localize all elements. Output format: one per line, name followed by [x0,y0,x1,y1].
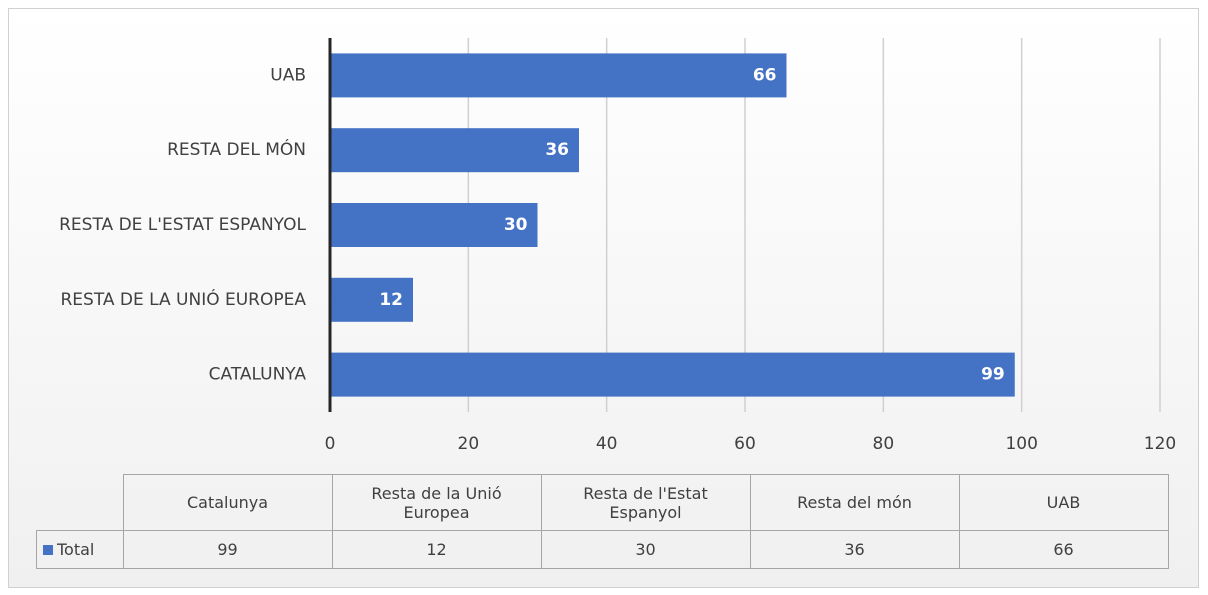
table-value: 99 [122,530,333,569]
table-corner [36,474,124,531]
legend-label: Total [57,540,95,559]
y-tick-label: UAB [270,65,306,85]
data-label: 66 [753,65,777,85]
table-value: 66 [958,530,1169,569]
table-value: 30 [540,530,751,569]
x-tick-label: 60 [734,434,756,454]
data-table: Catalunya Resta de la Unió Europea Resta d… [36,474,1169,569]
bar [330,53,787,98]
y-tick-label: RESTA DEL MÓN [167,138,306,160]
bar [330,203,538,247]
y-tick-label: RESTA DE LA UNIÓ EUROPEA [60,288,306,310]
data-label: 12 [379,290,403,310]
table-value: 12 [331,530,542,569]
data-label: 36 [545,140,569,160]
data-label: 30 [504,215,528,235]
x-tick-label: 20 [458,434,480,454]
table-header: UAB [958,474,1169,531]
legend-cell: Total [36,530,124,569]
bar [330,352,1015,397]
bar [330,128,579,173]
x-tick-label: 100 [1005,434,1037,454]
data-label: 99 [981,365,1005,385]
y-tick-label: RESTA DE L'ESTAT ESPANYOL [59,215,306,235]
x-tick-label: 120 [1144,434,1176,454]
table-header: Resta de l'Estat Espanyol [540,474,751,531]
table-value-row: Total 99 12 30 36 66 [36,530,1169,569]
x-tick-label: 0 [325,434,336,454]
y-tick-label: CATALUNYA [209,365,307,385]
x-tick-label: 80 [873,434,895,454]
bar [330,277,413,322]
x-tick-label: 40 [596,434,618,454]
table-header: Resta del món [749,474,960,531]
table-header: Catalunya [122,474,333,531]
table-header-row: Catalunya Resta de la Unió Europea Resta d… [36,474,1169,531]
legend-key [43,545,53,555]
table-value: 36 [749,530,960,569]
table-header: Resta de la Unió Europea [331,474,542,531]
